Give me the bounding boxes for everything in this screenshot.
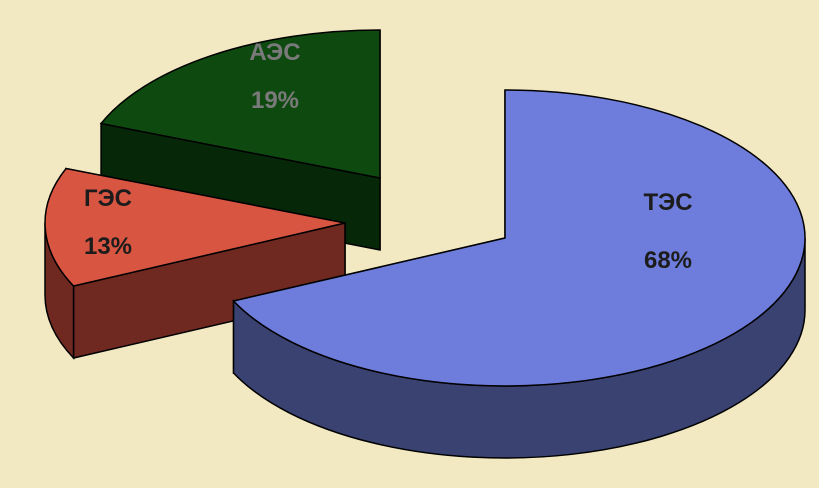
label-tes-name: ТЭС — [643, 189, 692, 216]
slice-aes-top — [99, 29, 381, 179]
label-ges-name: ГЭС — [84, 185, 132, 212]
slice-labels: ТЭС 68% ГЭС 13% АЭС 19% — [84, 39, 693, 274]
slice-ges — [44, 167, 346, 360]
label-tes-value: 68% — [644, 247, 692, 274]
label-aes-value: 19% — [251, 87, 299, 114]
slice-ges-top — [44, 167, 346, 287]
label-ges-value: 13% — [84, 233, 132, 260]
slice-tes — [232, 89, 806, 459]
slice-tes-top — [232, 89, 806, 387]
label-aes-name: АЭС — [249, 39, 300, 66]
slice-sides — [44, 29, 806, 459]
